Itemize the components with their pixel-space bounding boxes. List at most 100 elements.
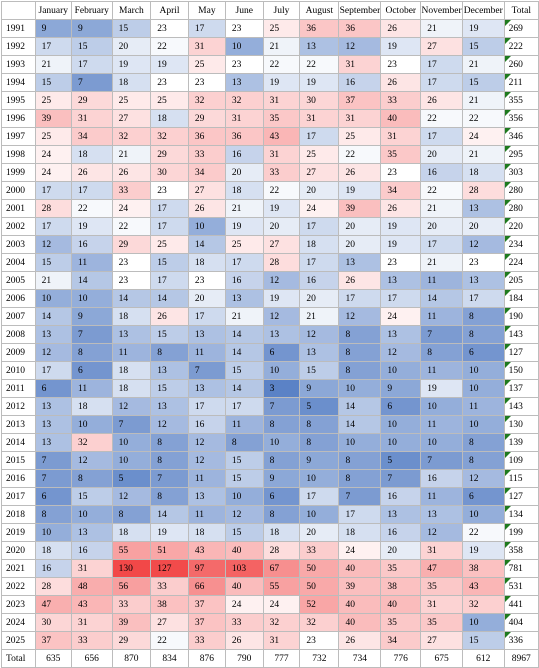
row-total-cell: 150 <box>503 361 539 380</box>
column-total-cell: 635 <box>34 649 73 668</box>
value-cell: 7 <box>111 415 152 434</box>
value-cell: 31 <box>338 55 382 74</box>
value-cell: 18 <box>187 253 226 272</box>
value-cell: 40 <box>338 595 382 614</box>
value-cell: 36 <box>187 127 226 146</box>
value-cell: 21 <box>420 199 464 218</box>
row-total-cell: 127 <box>503 343 539 362</box>
value-cell: 7 <box>150 469 189 488</box>
value-cell: 11 <box>71 379 113 398</box>
value-cell: 34 <box>71 127 113 146</box>
value-cell: 33 <box>187 631 226 650</box>
value-cell: 19 <box>150 523 189 542</box>
value-cell: 22 <box>420 109 464 128</box>
value-cell: 39 <box>111 613 152 632</box>
value-cell: 23 <box>187 271 226 290</box>
value-cell: 34 <box>380 181 422 200</box>
value-cell: 13 <box>462 271 505 290</box>
value-cell: 31 <box>187 37 226 56</box>
value-cell: 22 <box>111 217 152 236</box>
value-cell: 21 <box>34 271 73 290</box>
value-cell: 39 <box>34 109 73 128</box>
value-cell: 10 <box>380 433 422 452</box>
table-row: 1991 9 9 15 23 17 23 25 36 36 26 21 19 269 <box>1 19 539 38</box>
value-cell: 33 <box>224 613 264 632</box>
value-cell: 15 <box>111 19 152 38</box>
value-cell: 15 <box>150 379 189 398</box>
row-label-year: 2007 <box>1 307 36 326</box>
value-cell: 18 <box>111 379 152 398</box>
column-total-cell: 612 <box>462 649 505 668</box>
value-cell: 21 <box>111 145 152 164</box>
header-december: December <box>462 1 505 20</box>
value-cell: 24 <box>111 199 152 218</box>
value-cell: 26 <box>224 631 264 650</box>
value-cell: 12 <box>71 451 113 470</box>
row-total-cell: 143 <box>503 325 539 344</box>
value-cell: 10 <box>187 217 226 236</box>
value-cell: 25 <box>262 19 301 38</box>
value-cell: 27 <box>187 181 226 200</box>
value-cell: 20 <box>299 181 340 200</box>
column-total-cell: 732 <box>299 649 340 668</box>
value-cell: 11 <box>420 271 464 290</box>
value-cell: 30 <box>150 163 189 182</box>
value-cell: 10 <box>299 505 340 524</box>
value-cell: 12 <box>380 343 422 362</box>
value-cell: 8 <box>150 487 189 506</box>
row-label-year: 2011 <box>1 379 36 398</box>
row-label-year: 2024 <box>1 613 36 632</box>
value-cell: 32 <box>299 613 340 632</box>
value-cell: 10 <box>338 433 382 452</box>
value-cell: 16 <box>224 271 264 290</box>
value-cell: 19 <box>262 73 301 92</box>
value-cell: 13 <box>34 397 73 416</box>
row-label-year: 1992 <box>1 37 36 56</box>
value-cell: 17 <box>338 505 382 524</box>
value-cell: 43 <box>462 577 505 596</box>
value-cell: 26 <box>71 163 113 182</box>
value-cell: 17 <box>299 253 340 272</box>
row-total-cell: 404 <box>503 613 539 632</box>
value-cell: 9 <box>262 469 301 488</box>
value-cell: 6 <box>34 487 73 506</box>
value-cell: 35 <box>380 559 422 578</box>
row-label-year: 2010 <box>1 361 36 380</box>
value-cell: 6 <box>71 361 113 380</box>
value-cell: 20 <box>338 235 382 254</box>
table-row: 1993 21 17 19 19 25 23 22 22 31 23 17 21 260 <box>1 55 539 74</box>
value-cell: 20 <box>224 163 264 182</box>
value-cell: 10 <box>71 289 113 308</box>
value-cell: 33 <box>71 631 113 650</box>
value-cell: 32 <box>71 433 113 452</box>
value-cell: 11 <box>420 307 464 326</box>
value-cell: 12 <box>187 433 226 452</box>
value-cell: 23 <box>150 19 189 38</box>
header-april: April <box>150 1 189 20</box>
value-cell: 26 <box>420 91 464 110</box>
value-cell: 12 <box>187 451 226 470</box>
row-total-cell: 356 <box>503 109 539 128</box>
value-cell: 67 <box>262 559 301 578</box>
row-total-cell: 358 <box>503 541 539 560</box>
value-cell: 10 <box>34 523 73 542</box>
value-cell: 24 <box>34 145 73 164</box>
value-cell: 13 <box>150 361 189 380</box>
value-cell: 23 <box>150 73 189 92</box>
value-cell: 10 <box>111 433 152 452</box>
value-cell: 10 <box>338 379 382 398</box>
value-cell: 18 <box>338 523 382 542</box>
value-cell: 47 <box>34 595 73 614</box>
value-cell: 8 <box>338 469 382 488</box>
value-cell: 16 <box>224 145 264 164</box>
value-cell: 8 <box>338 361 382 380</box>
value-cell: 24 <box>224 595 264 614</box>
row-label-year: 1996 <box>1 109 36 128</box>
row-total-cell: 137 <box>503 379 539 398</box>
value-cell: 40 <box>380 109 422 128</box>
value-cell: 13 <box>380 325 422 344</box>
value-cell: 23 <box>111 271 152 290</box>
value-cell: 32 <box>150 127 189 146</box>
value-cell: 20 <box>420 145 464 164</box>
value-cell: 37 <box>187 613 226 632</box>
